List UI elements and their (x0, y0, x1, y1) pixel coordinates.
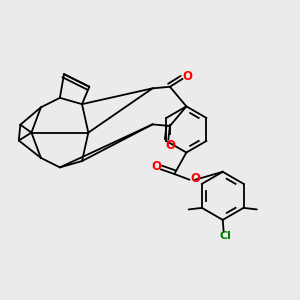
Text: Cl: Cl (219, 231, 231, 241)
Text: O: O (165, 140, 175, 152)
Text: O: O (152, 160, 162, 173)
Text: O: O (190, 172, 200, 184)
Text: O: O (183, 70, 193, 83)
